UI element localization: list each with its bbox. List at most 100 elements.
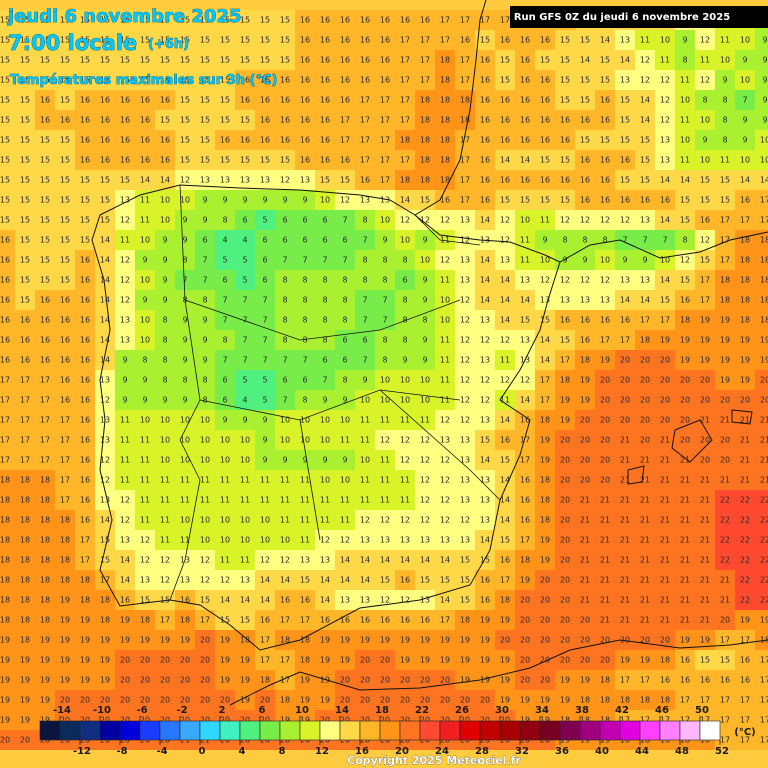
grid-value: 8 [162, 316, 167, 325]
grid-value: 20 [620, 376, 630, 385]
grid-cell [615, 150, 635, 170]
grid-value: 16 [620, 156, 630, 165]
grid-value: 18 [0, 476, 10, 485]
grid-value: 16 [160, 96, 170, 105]
grid-cell [735, 90, 755, 110]
grid-value: 13 [440, 436, 450, 445]
grid-value: 15 [420, 196, 430, 205]
grid-value: 15 [200, 596, 210, 605]
grid-value: 14 [260, 596, 270, 605]
grid-value: 16 [480, 116, 490, 125]
grid-value: 18 [420, 176, 430, 185]
grid-value: 16 [580, 116, 590, 125]
grid-value: 18 [20, 516, 30, 525]
grid-value: 12 [340, 536, 350, 545]
grid-cell [115, 210, 135, 230]
grid-cell [755, 130, 768, 150]
grid-value: 12 [140, 556, 150, 565]
grid-value: 22 [740, 576, 750, 585]
grid-cell [0, 90, 15, 110]
grid-value: 15 [20, 216, 30, 225]
grid-cell [115, 170, 135, 190]
grid-value: 19 [440, 636, 450, 645]
grid-value: 19 [0, 656, 10, 665]
grid-value: 14 [440, 556, 450, 565]
legend-label: 4 [239, 746, 246, 757]
legend-swatch [499, 720, 521, 741]
grid-value: 6 [202, 236, 207, 245]
grid-value: 9 [362, 376, 367, 385]
grid-cell [435, 110, 455, 130]
grid-cell [275, 30, 295, 50]
grid-value: 16 [300, 136, 310, 145]
grid-value: 16 [80, 496, 90, 505]
grid-value: 17 [760, 196, 768, 205]
grid-value: 13 [460, 456, 470, 465]
grid-value: 16 [560, 176, 570, 185]
grid-value: 16 [540, 136, 550, 145]
grid-cell [415, 10, 435, 30]
grid-value: 19 [740, 616, 750, 625]
grid-value: 13 [460, 216, 470, 225]
grid-value: 19 [80, 616, 90, 625]
legend-label: -14 [53, 705, 71, 716]
grid-value: 9 [422, 276, 427, 285]
grid-value: 12 [420, 476, 430, 485]
grid-value: 20 [640, 356, 650, 365]
grid-value: 14 [100, 296, 110, 305]
grid-value: 18 [80, 576, 90, 585]
grid-value: 7 [742, 96, 747, 105]
grid-cell [675, 190, 695, 210]
grid-value: 19 [100, 636, 110, 645]
grid-value: 8 [162, 376, 167, 385]
grid-cell [655, 50, 675, 70]
grid-value: 11 [120, 476, 130, 485]
grid-value: 10 [160, 196, 170, 205]
grid-value: 10 [160, 216, 170, 225]
grid-cell [475, 150, 495, 170]
grid-value: 20 [580, 476, 590, 485]
grid-value: 11 [300, 536, 310, 545]
grid-value: 13 [360, 536, 370, 545]
grid-value: 21 [640, 596, 650, 605]
grid-value: 16 [280, 116, 290, 125]
grid-cell [235, 170, 255, 190]
grid-value: 17 [400, 116, 410, 125]
grid-value: 9 [122, 376, 127, 385]
grid-value: 15 [620, 96, 630, 105]
grid-value: 16 [280, 596, 290, 605]
grid-value: 21 [740, 436, 750, 445]
grid-value: 14 [100, 276, 110, 285]
grid-value: 21 [620, 576, 630, 585]
grid-value: 20 [560, 496, 570, 505]
grid-cell [275, 90, 295, 110]
grid-value: 5 [242, 376, 247, 385]
grid-cell [35, 130, 55, 150]
grid-cell [155, 110, 175, 130]
grid-value: 21 [600, 556, 610, 565]
grid-value: 16 [0, 256, 10, 265]
grid-value: 20 [660, 636, 670, 645]
grid-value: 21 [600, 496, 610, 505]
grid-value: 6 [322, 356, 327, 365]
grid-value: 20 [740, 396, 750, 405]
grid-value: 14 [100, 236, 110, 245]
grid-value: 13 [460, 256, 470, 265]
grid-cell [175, 130, 195, 150]
grid-value: 17 [760, 656, 768, 665]
grid-cell [595, 170, 615, 190]
grid-value: 20 [200, 636, 210, 645]
grid-cell [655, 210, 675, 230]
grid-value: 12 [440, 476, 450, 485]
grid-cell [215, 90, 235, 110]
grid-value: 15 [560, 56, 570, 65]
grid-cell [575, 90, 595, 110]
grid-value: 10 [380, 376, 390, 385]
grid-cell [115, 50, 135, 70]
grid-cell [255, 150, 275, 170]
grid-value: 17 [460, 16, 470, 25]
grid-cell [0, 170, 15, 190]
grid-value: 20 [560, 436, 570, 445]
grid-cell [135, 90, 155, 110]
grid-value: 16 [0, 316, 10, 325]
